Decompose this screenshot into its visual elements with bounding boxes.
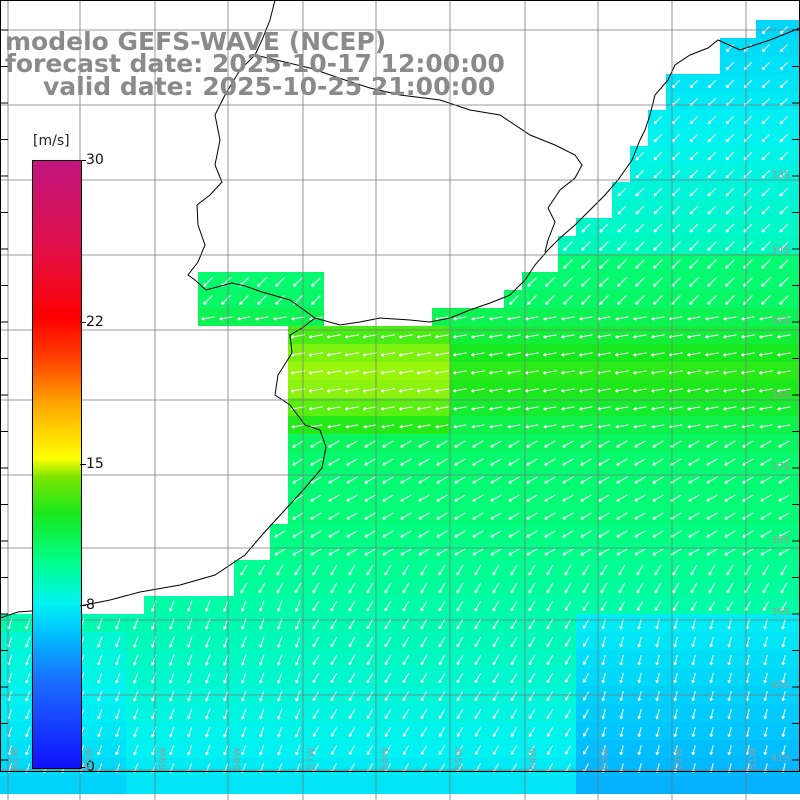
latitude-label: 36S <box>771 390 791 401</box>
longitude-label: 52W <box>674 747 685 770</box>
map-title: modelo GEFS-WAVE (NCEP) <box>5 27 387 56</box>
colorbar-tick-label: 30 <box>86 152 104 168</box>
latitude-label: 33S <box>771 170 791 181</box>
colorbar-tick-mark <box>80 321 86 323</box>
coastline <box>0 0 327 619</box>
coastline-east <box>314 27 800 326</box>
coastline-estuary <box>254 54 583 253</box>
latitude-label: 38S <box>771 535 791 546</box>
forecast-date: forecast date: 2025-10-17 12:00:00 <box>5 49 505 78</box>
longitude-label: 60W <box>84 747 95 770</box>
latitude-label: 41S <box>771 753 791 764</box>
valid-date: valid date: 2025-10-25 21:00:00 <box>43 72 496 101</box>
latitude-label: 37S <box>771 462 791 473</box>
colorbar-tick-mark <box>80 160 86 161</box>
longitude-label: 59W <box>158 747 169 770</box>
ocean-speed-field <box>0 20 800 794</box>
longitude-label: 55W <box>454 747 465 770</box>
colorbar-tick-label: 0 <box>86 759 95 775</box>
colorbar-tick-mark <box>80 767 86 768</box>
colorbar <box>32 160 82 769</box>
colorbar-tick-mark <box>80 605 86 607</box>
longitude-label: 57W <box>306 747 317 770</box>
longitude-label: 53W <box>600 747 611 770</box>
longitude-label: 61W <box>10 747 21 770</box>
latitude-label: 40S <box>771 680 791 691</box>
latitude-label: 35S <box>771 316 791 327</box>
latitude-label: 34S <box>771 245 791 256</box>
latitude-label: 39S <box>771 607 791 618</box>
longitude-label: 56W <box>380 747 391 770</box>
longitude-label: 51W <box>748 747 759 770</box>
colorbar-tick-label: 8 <box>86 597 95 614</box>
colorbar-tick-mark <box>80 463 86 465</box>
longitude-label: 54W <box>528 747 539 770</box>
longitude-label: 58W <box>232 747 243 770</box>
colorbar-tick-label: 22 <box>86 313 104 330</box>
colorbar-tick-label: 15 <box>86 455 104 472</box>
colorbar-unit: [m/s] <box>33 133 70 149</box>
